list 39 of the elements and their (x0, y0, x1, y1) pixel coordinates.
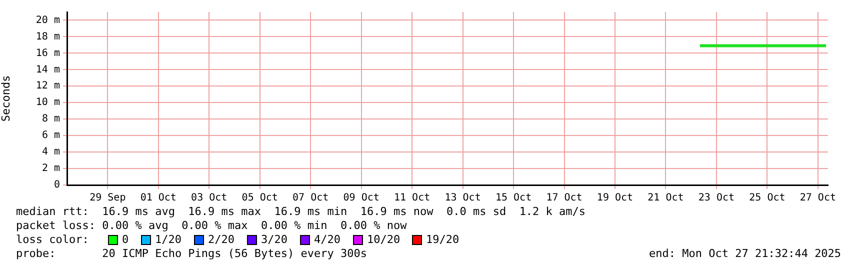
text: 1/20 (155, 233, 182, 246)
text: 10/20 (367, 233, 400, 246)
x-tick-label: 03 Oct (191, 192, 228, 204)
text: 0 (122, 233, 129, 246)
x-tick-label: 07 Oct (292, 192, 329, 204)
x-tick-label: 19 Oct (596, 192, 634, 204)
y-tick-label: 12 m (36, 80, 60, 92)
x-tick-label: 29 Sep (90, 192, 126, 204)
x-tick-label: 05 Oct (242, 192, 278, 204)
x-tick-label: 09 Oct (343, 192, 380, 204)
y-tick-label: 18 m (36, 31, 60, 42)
y-tick-label: 20 m (36, 14, 60, 26)
x-tick-label: 23 Oct (698, 192, 735, 204)
y-tick-label: 16 m (36, 48, 60, 59)
y-tick-label: 4 m (42, 146, 60, 158)
x-tick-label: 15 Oct (495, 192, 532, 204)
x-tick-label: 17 Oct (546, 192, 582, 204)
text: 2/20 (208, 233, 234, 246)
text: packet loss: 0.00 % avg 0.00 % max 0.00 % min 0.00 % now (16, 219, 407, 232)
y-tick-label: 14 m (36, 64, 60, 76)
y-tick-label: 0 (54, 180, 60, 191)
x-tick-label: 25 Oct (749, 192, 786, 204)
text: loss color: (16, 233, 89, 246)
x-tick-label: 13 Oct (444, 192, 481, 204)
y-axis-title: Seconds (0, 75, 12, 122)
y-tick-label: 10 m (36, 97, 60, 108)
text: 4/20 (314, 233, 340, 246)
text: 19/20 (426, 233, 460, 246)
text: 3/20 (261, 233, 288, 246)
text: probe: 20 ICMP Echo Pings (56 Bytes) every 300s (16, 247, 367, 260)
y-tick-label: 2 m (42, 163, 60, 174)
y-tick-label: 8 m (42, 114, 60, 125)
x-tick-label: 21 Oct (648, 192, 684, 204)
y-tick-label: 6 m (42, 130, 60, 142)
x-tick-label: 01 Oct (140, 192, 176, 204)
x-tick-label: 11 Oct (394, 192, 430, 204)
text: end: Mon Oct 27 21:32:44 2025 (649, 247, 842, 260)
x-tick-label: 27 Oct (800, 192, 836, 204)
text: median rtt: 16.9 ms avg 16.9 ms max 16.9 ms min 16.9 ms now 0.0 ms sd 1.2 k am/s (16, 205, 586, 218)
